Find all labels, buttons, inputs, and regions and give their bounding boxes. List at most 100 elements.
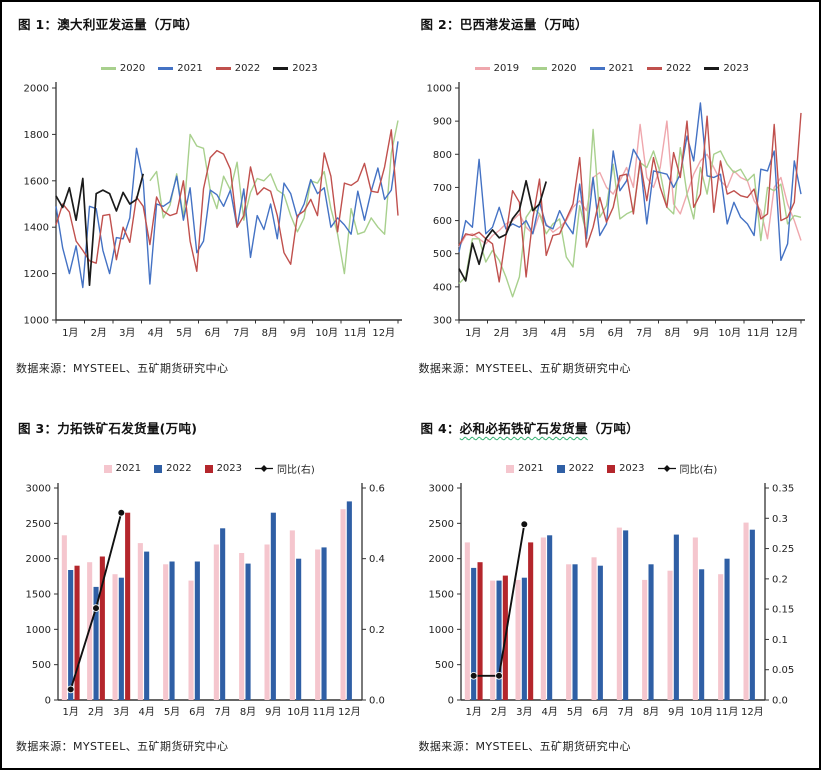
figure-1-title: 图 1：澳大利亚发运量（万吨） [18, 14, 403, 33]
legend-swatch-2023 [204, 464, 213, 473]
legend-item-2020[interactable]: 2020 [100, 63, 145, 74]
bar-2021-4月[interactable] [137, 543, 143, 700]
bar-2022-2月[interactable] [93, 586, 99, 700]
bar-2022-1月[interactable] [68, 570, 74, 700]
bar-2021-8月[interactable] [641, 579, 647, 700]
bar-2022-11月[interactable] [321, 547, 327, 700]
bar-2022-9月[interactable] [673, 534, 679, 700]
bar-2023-3月[interactable] [125, 512, 131, 700]
tongbi-point-marker[interactable] [469, 672, 477, 680]
bar-2022-8月[interactable] [245, 563, 251, 700]
legend-item-2021[interactable]: 2021 [158, 63, 203, 74]
axes: 0 500 1000 1500 2000 2500 3000 0.0 0.05 0.1 0.15 0.… [428, 483, 794, 718]
bar-2022-4月[interactable] [144, 551, 150, 700]
legend-item-2023[interactable]: 2023 [704, 63, 749, 74]
bar-2021-1月[interactable] [61, 535, 67, 700]
legend-item-2019[interactable]: 2019 [474, 63, 519, 74]
legend-item-2022[interactable]: 2022 [646, 63, 691, 74]
bar-2021-5月[interactable] [163, 564, 169, 700]
series-2023-line[interactable] [55, 173, 145, 287]
legend-item-2023[interactable]: 2023 [204, 463, 242, 474]
bar-2021-9月[interactable] [667, 570, 673, 700]
figure-2-panel: 图 2：巴西港发运量（万吨） 2019 2020 2021 2022 2023 300 4… [411, 6, 814, 410]
bar-2021-2月[interactable] [489, 580, 495, 700]
legend-item-2022[interactable]: 2022 [154, 463, 192, 474]
bar-2022-1月[interactable] [470, 567, 476, 700]
bar-2021-6月[interactable] [188, 580, 194, 700]
bar-2021-6月[interactable] [591, 557, 597, 700]
tick-label: 900 [432, 117, 451, 128]
bar-2021-1月[interactable] [464, 542, 470, 700]
bar-2021-7月[interactable] [213, 544, 219, 701]
bar-2021-5月[interactable] [565, 564, 571, 700]
tick-label: 0 [45, 696, 51, 707]
series-2022-line[interactable] [457, 112, 802, 283]
tick-label: 1000 [24, 316, 49, 327]
bar-2022-9月[interactable] [270, 512, 276, 700]
bar-2021-4月[interactable] [540, 537, 546, 701]
bar-2021-3月[interactable] [112, 574, 118, 700]
bar-2022-11月[interactable] [724, 558, 730, 700]
bar-2022-5月[interactable] [572, 564, 578, 700]
bar-2023-3月[interactable] [527, 542, 533, 700]
bar-2022-10月[interactable] [698, 569, 704, 700]
bar-2021-10月[interactable] [692, 537, 698, 701]
bar-2022-3月[interactable] [118, 577, 124, 700]
legend-label: 2021 [115, 463, 142, 474]
bar-2022-8月[interactable] [648, 564, 654, 700]
series-2022-line[interactable] [55, 129, 399, 273]
bar-2021-10月[interactable] [289, 530, 295, 700]
tongbi-point-marker[interactable] [494, 672, 503, 680]
legend-item-[interactable]: 同比(右) [657, 461, 717, 476]
bar-2021-12月[interactable] [340, 509, 346, 700]
legend-item-2023[interactable]: 2023 [273, 63, 318, 74]
tongbi-point-marker[interactable] [520, 520, 528, 529]
bar-2023-2月[interactable] [99, 556, 105, 701]
series-2020-line[interactable] [458, 128, 801, 298]
bar-2022-7月[interactable] [622, 530, 628, 700]
bar-2022-12月[interactable] [346, 501, 352, 700]
tick-label: 0.25 [772, 544, 794, 555]
bar-2021-8月[interactable] [239, 553, 245, 700]
series-2020-line[interactable] [149, 120, 399, 275]
bar-2021-3月[interactable] [515, 579, 521, 700]
legend-label: 同比(右) [277, 465, 315, 476]
bar-2022-12月[interactable] [749, 529, 755, 700]
legend-item-2021[interactable]: 2021 [103, 463, 142, 474]
bar-2022-5月[interactable] [169, 561, 175, 701]
legend-item-2021[interactable]: 2021 [506, 463, 544, 474]
bars-2021[interactable] [464, 522, 749, 701]
legend-item-2023[interactable]: 2023 [607, 463, 645, 474]
legend-item-[interactable]: 同比(右) [255, 461, 315, 476]
tongbi-point-marker[interactable] [117, 508, 126, 517]
bar-2022-6月[interactable] [194, 561, 200, 701]
legend-item-2020[interactable]: 2020 [532, 63, 577, 74]
tongbi-point-marker[interactable] [66, 685, 75, 694]
bar-2022-6月[interactable] [597, 565, 603, 700]
figure-1-source: 数据来源：MYSTEEL、五矿期货研究中心 [16, 362, 229, 375]
bar-2022-4月[interactable] [546, 535, 552, 700]
bar-2022-7月[interactable] [220, 528, 226, 700]
legend-item-2022[interactable]: 2022 [215, 63, 260, 74]
legend-item-2022[interactable]: 2022 [556, 463, 594, 474]
bar-2022-10月[interactable] [296, 558, 302, 700]
series-2023-line[interactable] [457, 179, 547, 282]
bar-2021-7月[interactable] [616, 527, 622, 700]
bar-2021-9月[interactable] [264, 544, 270, 701]
bars-2023[interactable] [74, 512, 131, 701]
series-2019-line[interactable] [457, 120, 802, 248]
tick-label: 1000 [426, 84, 451, 95]
series-2021-line[interactable] [55, 141, 399, 289]
series-2021-line[interactable] [457, 102, 802, 262]
bar-2023-1月[interactable] [477, 562, 483, 700]
bars-2022[interactable] [68, 501, 352, 700]
tongbi-point-marker[interactable] [92, 604, 100, 612]
bar-2021-11月[interactable] [315, 549, 321, 701]
bar-2022-2月[interactable] [496, 580, 502, 700]
legend-item-2021[interactable]: 2021 [589, 63, 634, 74]
bar-2023-1月[interactable] [74, 565, 80, 700]
bar-2022-3月[interactable] [521, 577, 527, 700]
bars-2022[interactable] [470, 529, 755, 700]
bar-2021-12月[interactable] [743, 522, 749, 700]
bar-2021-11月[interactable] [717, 574, 723, 700]
